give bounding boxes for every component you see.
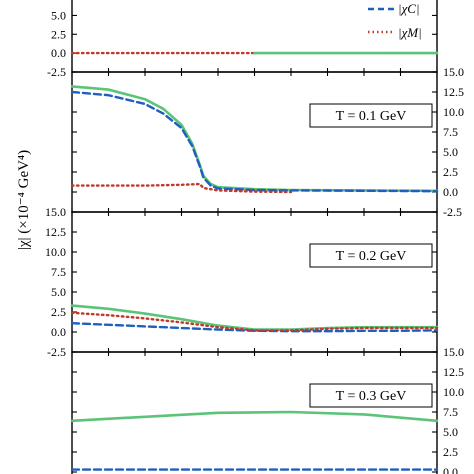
y-tick-label: 7.5: [443, 125, 458, 139]
y-tick-label: 0.0: [443, 465, 458, 474]
y-tick-label: 5.0: [51, 285, 66, 299]
y-tick-label: -2.5: [47, 65, 66, 79]
y-tick-label: 2.5: [443, 165, 458, 179]
y-tick-label: 5.0: [51, 8, 66, 22]
y-tick-label: -2.5: [47, 345, 66, 359]
series-chi_m-T02: [70, 311, 439, 332]
series-chi_c-T01: [70, 90, 439, 193]
series-chi_c-T02: [70, 322, 439, 333]
y-tick-label: 12.5: [443, 365, 464, 379]
panel-frame: [71, 0, 438, 73]
y-tick-label: 15.0: [45, 205, 66, 219]
y-tick-label: 10.0: [443, 385, 464, 399]
y-tick-label: 10.0: [45, 245, 66, 259]
y-tick-label: 15.0: [443, 65, 464, 79]
panel-label: T = 0.2 GeV: [336, 249, 407, 264]
panel-label-box: [309, 103, 433, 128]
y-tick-label: 15.0: [443, 345, 464, 359]
y-tick-label: 7.5: [443, 405, 458, 419]
panel-top: 5.0 2.5 0.0 -2.5: [47, 0, 439, 79]
panel-T03: 15.0 12.5 10.0 7.5 5.0 2.5 0.0 T = 0.3 GeV: [70, 345, 464, 474]
y-tick-label: 0.0: [51, 325, 66, 339]
panel-label: T = 0.1 GeV: [336, 109, 407, 124]
panel-label: T = 0.3 GeV: [336, 389, 407, 404]
panel-T02: 15.0 12.5 10.0 7.5 5.0 2.5 0.0 -2.5 T = 0.2 GeV: [45, 205, 439, 359]
y-tick-label: 0.0: [51, 46, 66, 60]
y-tick-label: 7.5: [51, 265, 66, 279]
series-chi-T03: [70, 410, 439, 423]
series-chi-T01: [70, 85, 439, 193]
panels: 5.0 2.5 0.0 -2.5 15.0 12.5 10.0 7.5 5.0 2.5 0.0 -2.…: [45, 0, 464, 474]
y-tick-label: 5.0: [443, 425, 458, 439]
y-tick-label: -2.5: [443, 205, 462, 219]
y-tick-label: 2.5: [443, 445, 458, 459]
legend: |χC| |χM|: [368, 1, 422, 40]
series-chi_m-T01: [70, 182, 293, 194]
legend-label-chi-m: |χM|: [398, 25, 422, 40]
panel-T01: 15.0 12.5 10.0 7.5 5.0 2.5 0.0 -2.5 T = 0.1 GeV: [70, 65, 464, 219]
legend-label-chi-c: |χC|: [398, 1, 420, 16]
y-tick-label: 5.0: [443, 145, 458, 159]
y-tick-label: 0.0: [443, 185, 458, 199]
y-tick-label: 12.5: [443, 85, 464, 99]
y-tick-label: 12.5: [45, 225, 66, 239]
y-tick-label: 10.0: [443, 105, 464, 119]
panel-label-box: [309, 383, 433, 408]
y-tick-label: 2.5: [51, 27, 66, 41]
panel-label-box: [309, 243, 433, 268]
y-tick-label: 2.5: [51, 305, 66, 319]
y-axis-title: |χ| (×10⁻⁴ GeV⁴): [16, 150, 32, 250]
